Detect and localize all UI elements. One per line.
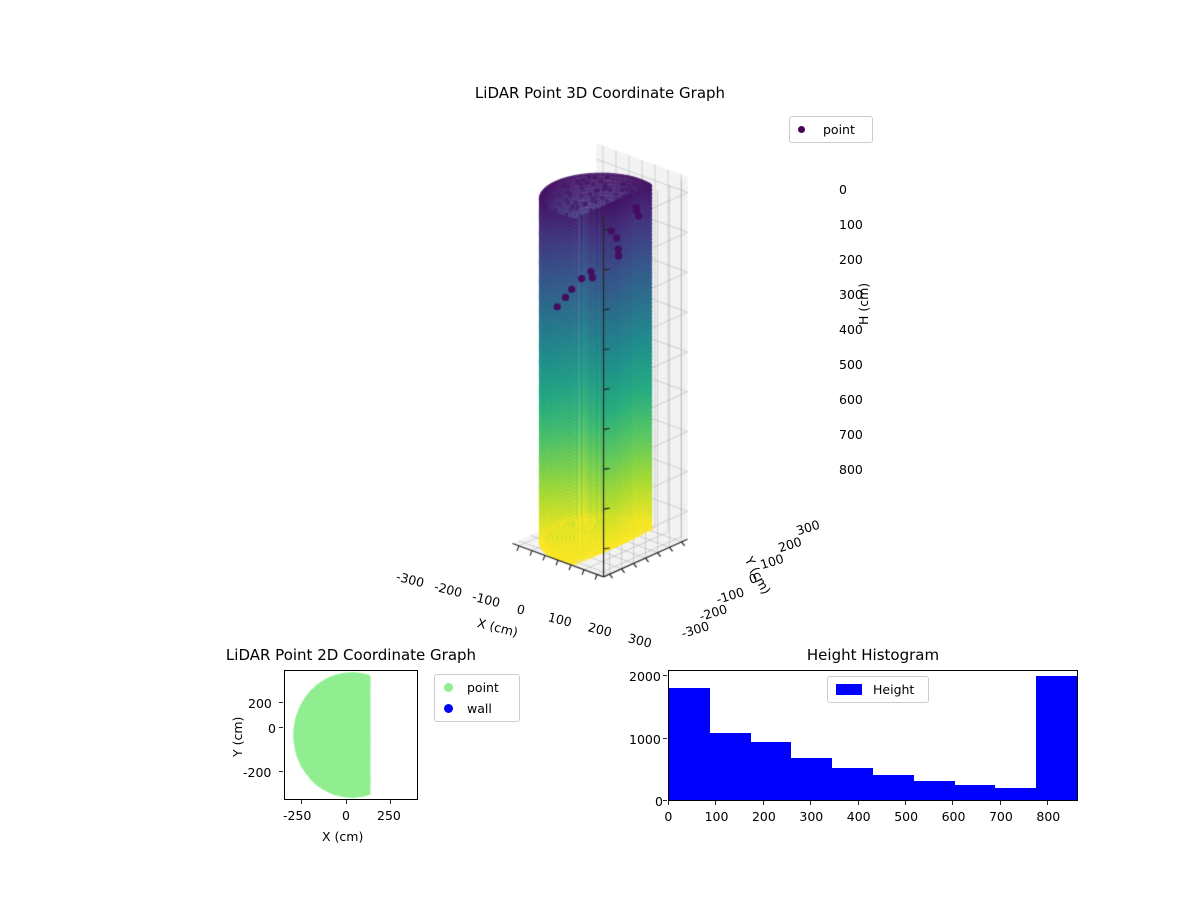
legend-2d-label-point: point	[467, 680, 499, 695]
panel-3d-title: LiDAR Point 3D Coordinate Graph	[300, 84, 900, 102]
hist-ytick-2000: 2000	[629, 669, 661, 684]
axes-3d[interactable]	[300, 110, 900, 655]
hist-ytick-1000: 1000	[629, 732, 661, 747]
point-cloud-3d-canvas	[300, 110, 900, 655]
hist-xtickmark-700	[1000, 801, 1001, 805]
legend-point-marker-icon	[798, 126, 805, 133]
hist-ytick-0: 0	[655, 794, 663, 809]
hist-xtick-300: 300	[799, 809, 823, 824]
legend-histogram: Height	[827, 676, 929, 703]
histogram-bar	[710, 733, 751, 800]
z-tick-800: 800	[839, 462, 863, 477]
hist-ytickmark-2000	[663, 675, 667, 676]
z-axis-label: H (cm)	[856, 283, 871, 325]
histogram-bar	[995, 788, 1036, 800]
axes-2d[interactable]	[284, 670, 418, 800]
x2d-tick-0: 0	[342, 808, 350, 823]
y2d-tick-m200: -200	[243, 765, 271, 780]
histogram-bar	[832, 768, 873, 800]
z-tick-500: 500	[839, 357, 863, 372]
y2d-axis-label: Y (cm)	[230, 717, 245, 757]
hist-xtickmark-400	[858, 801, 859, 805]
x2d-tick-m250: -250	[283, 808, 311, 823]
matplotlib-figure: LiDAR Point 3D Coordinate Graph point 0 …	[0, 0, 1200, 900]
y2d-tickmark-m200	[279, 771, 283, 772]
z-tick-100: 100	[839, 217, 863, 232]
hist-xtickmark-600	[952, 801, 953, 805]
hist-ytickmark-0	[663, 800, 667, 801]
legend-3d-label-point: point	[823, 122, 855, 137]
x2d-axis-label: X (cm)	[322, 829, 363, 844]
x2d-tick-250: 250	[377, 808, 401, 823]
hist-xtickmark-100	[715, 801, 716, 805]
z-tick-0: 0	[839, 182, 847, 197]
y2d-tick-0: 0	[268, 721, 276, 736]
histogram-bar	[669, 688, 710, 800]
legend-2d: point wall	[434, 674, 520, 722]
hist-xtick-400: 400	[847, 809, 871, 824]
x2d-tickmark-250	[390, 800, 391, 804]
legend-histogram-label: Height	[873, 682, 914, 697]
hist-xtick-700: 700	[989, 809, 1013, 824]
legend-2d-point-marker-icon	[444, 683, 453, 692]
legend-2d-wall-marker-icon	[444, 704, 453, 713]
legend-3d: point	[789, 116, 873, 143]
hist-xtick-800: 800	[1036, 809, 1060, 824]
panel-hist-title: Height Histogram	[668, 646, 1078, 664]
histogram-bar	[873, 775, 914, 800]
legend-2d-label-wall: wall	[467, 701, 492, 716]
z-tick-700: 700	[839, 427, 863, 442]
legend-height-patch-icon	[836, 684, 862, 695]
y2d-tickmark-0	[279, 727, 283, 728]
histogram-bar	[791, 758, 832, 800]
z-tick-200: 200	[839, 252, 863, 267]
hist-ytickmark-1000	[663, 738, 667, 739]
hist-xtick-500: 500	[894, 809, 918, 824]
hist-xtickmark-200	[763, 801, 764, 805]
y2d-tick-200: 200	[248, 696, 272, 711]
x2d-tickmark-m250	[301, 800, 302, 804]
hist-xtick-0: 0	[664, 809, 672, 824]
hist-xtickmark-800	[1047, 801, 1048, 805]
hist-xtick-100: 100	[705, 809, 729, 824]
y2d-tickmark-200	[279, 702, 283, 703]
histogram-bar	[1036, 676, 1077, 800]
hist-xtick-600: 600	[942, 809, 966, 824]
point-cloud-2d-canvas	[285, 671, 418, 800]
hist-xtick-200: 200	[752, 809, 776, 824]
histogram-bar	[955, 785, 996, 800]
hist-xtickmark-300	[810, 801, 811, 805]
x2d-tickmark-0	[346, 800, 347, 804]
histogram-bar	[914, 781, 955, 800]
panel-2d-title: LiDAR Point 2D Coordinate Graph	[206, 646, 496, 664]
hist-xtickmark-500	[905, 801, 906, 805]
z-tick-600: 600	[839, 392, 863, 407]
hist-xtickmark-0	[668, 801, 669, 805]
histogram-bar	[751, 742, 792, 800]
